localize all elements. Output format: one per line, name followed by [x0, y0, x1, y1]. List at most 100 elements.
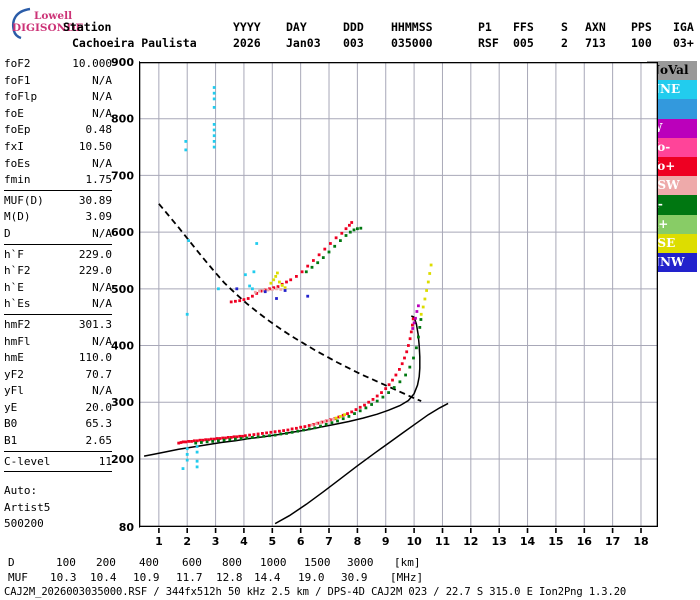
data-point [400, 362, 404, 366]
x-tick-label-14: 14 [520, 535, 536, 548]
data-point [316, 421, 320, 425]
data-point [272, 286, 276, 290]
x-tick-label-5: 5 [268, 535, 276, 548]
data-point [408, 365, 412, 369]
data-point [205, 440, 209, 444]
data-point [268, 434, 271, 438]
data-point [337, 415, 341, 419]
x-tick-label-11: 11 [435, 535, 450, 548]
data-point [252, 270, 256, 274]
y-tick-label-800: 800 [111, 113, 134, 126]
data-point [270, 288, 274, 291]
y-tick-label-300: 300 [111, 396, 134, 409]
data-point [195, 459, 199, 463]
data-point [265, 431, 268, 435]
footer-d-value-2: 400 [139, 556, 159, 569]
param-row-b0: B0 65.3 [4, 416, 112, 433]
data-point [274, 275, 278, 278]
data-point [276, 285, 280, 288]
series-trace-mixed-ssw- [310, 417, 335, 427]
data-point [290, 427, 294, 431]
series-second-hop-echo-x- [304, 226, 363, 274]
param-divider-4 [4, 471, 112, 473]
data-point [350, 410, 354, 414]
footer-d-value-1: 200 [96, 556, 116, 569]
header-label-station: Station [63, 20, 112, 34]
data-point [411, 317, 415, 321]
header-value-9: 100 [631, 36, 652, 50]
legend-item-noval[interactable]: NoVal [647, 61, 697, 81]
param-key: hmE [4, 351, 24, 365]
data-point [217, 439, 220, 443]
footer-d-value-0: 100 [56, 556, 76, 569]
header-label-ddd: DDD [343, 20, 364, 34]
data-point [403, 356, 406, 360]
param-row-yfl: yFl N/A [4, 383, 112, 400]
data-point [177, 441, 181, 445]
data-point [327, 250, 331, 254]
param-value: 0.48 [85, 123, 113, 137]
y-tick-label-400: 400 [111, 340, 134, 353]
param-value: N/A [92, 156, 112, 170]
data-point [314, 422, 318, 426]
param-row-yf2: yF2 70.7 [4, 367, 112, 384]
param-value: N/A [92, 226, 112, 240]
footer-muf-value-6: 19.0 [298, 570, 325, 584]
footer-muf-value-3: 11.7 [176, 570, 203, 584]
data-point [181, 440, 185, 444]
data-point [327, 419, 331, 422]
data-point [187, 440, 190, 443]
data-point [211, 440, 215, 443]
data-point [313, 426, 317, 430]
data-point [184, 440, 188, 444]
data-point [344, 234, 348, 237]
data-point [259, 289, 263, 293]
param-group-1: MUF(D) 30.89 M(D) 3.09 D N/A [4, 193, 112, 243]
param-group-3: hmF2 301.3 hmFl N/A hmE 110.0 yF2 70.7 yFl N/A yE 2… [4, 317, 112, 450]
data-point [419, 312, 423, 316]
data-point [256, 435, 260, 439]
y-tick-label-200: 200 [111, 453, 134, 466]
footer-d-value-6: 1500 [304, 556, 331, 569]
logo-brand-bottom: DIGISONDE [12, 22, 83, 34]
data-point [391, 378, 394, 382]
data-point [411, 327, 415, 330]
data-point [251, 287, 254, 291]
data-point [375, 394, 379, 398]
data-point [179, 441, 183, 444]
param-row-h-f2: h`F2 229.0 [4, 263, 112, 280]
param-key: D [4, 226, 11, 240]
x-tick-label-6: 6 [297, 535, 305, 548]
data-point [426, 280, 430, 284]
param-row-foflp: foFlp N/A [4, 89, 112, 106]
data-point [358, 405, 362, 409]
data-point [423, 297, 427, 301]
logo-arc [12, 7, 31, 40]
data-point [215, 437, 219, 440]
param-key: h`F2 [4, 264, 31, 278]
data-point [289, 278, 293, 282]
param-value: 3.09 [85, 210, 113, 224]
data-point [302, 428, 305, 432]
data-point [235, 435, 239, 439]
data-point [212, 91, 216, 95]
header-label-s: S [561, 20, 568, 34]
data-point [299, 425, 303, 429]
param-row-hme: hmE 110.0 [4, 350, 112, 367]
param-key: B0 [4, 417, 18, 431]
header-label-yyyy: YYYY [233, 20, 261, 34]
param-divider-2 [4, 313, 112, 315]
data-point [212, 437, 216, 441]
data-point [380, 391, 383, 394]
data-point [185, 453, 189, 456]
x-tick-label-13: 13 [492, 535, 507, 548]
header-value-5: RSF [478, 36, 499, 50]
header-label-iga: IGA [673, 20, 694, 34]
data-point [209, 437, 213, 441]
footer-d-value-4: 800 [222, 556, 242, 569]
footer-muf-value-4: 12.8 [216, 570, 243, 584]
data-point [300, 270, 304, 274]
series-trace-mixed-sse- [334, 263, 433, 420]
data-point [283, 286, 287, 290]
auto-line-2: 500200 [4, 517, 44, 531]
